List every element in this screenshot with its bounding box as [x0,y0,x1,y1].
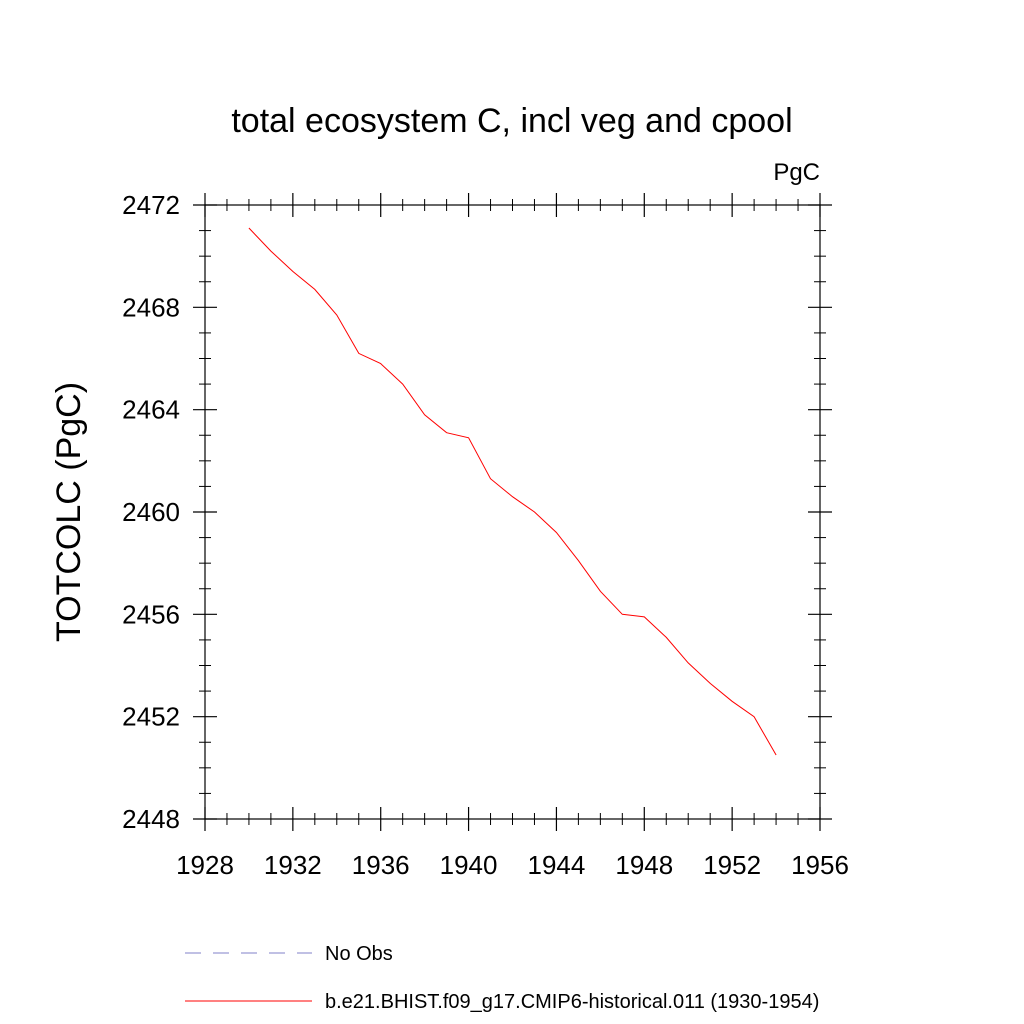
x-tick-label: 1948 [615,850,673,880]
y-tick-label: 2472 [122,190,180,220]
y-tick-label: 2448 [122,804,180,834]
series-line [248,227,777,756]
legend-item: b.e21.BHIST.f09_g17.CMIP6-historical.011… [185,991,819,1013]
plot-frame [204,204,821,820]
chart-title: total ecosystem C, incl veg and cpool [231,102,792,140]
x-tick-label: 1952 [703,850,761,880]
legend-label: No Obs [325,943,393,965]
x-tick-label: 1932 [264,850,322,880]
x-tick-label: 1956 [791,850,849,880]
y-axis-label: TOTCOLC (PgC) [50,382,88,642]
x-tick-label: 1944 [528,850,586,880]
legend: No Obs b.e21.BHIST.f09_g17.CMIP6-historic… [185,943,819,1013]
units-label: PgC [773,159,820,186]
legend-label: b.e21.BHIST.f09_g17.CMIP6-historical.011… [325,991,819,1013]
x-tick-label: 1940 [440,850,498,880]
legend-item: No Obs [185,943,393,965]
y-tick-label: 2464 [122,395,180,425]
x-tick-label: 1936 [352,850,410,880]
x-tick-label: 1928 [176,850,234,880]
series-layer [248,227,777,756]
y-tick-label: 2468 [122,292,180,322]
y-tick-label: 2452 [122,702,180,732]
axis-ticks: 1928 1932 1936 1940 1944 1948 1952 1956 2448 2452… [122,190,849,880]
y-tick-label: 2460 [122,497,180,527]
y-tick-label: 2456 [122,599,180,629]
